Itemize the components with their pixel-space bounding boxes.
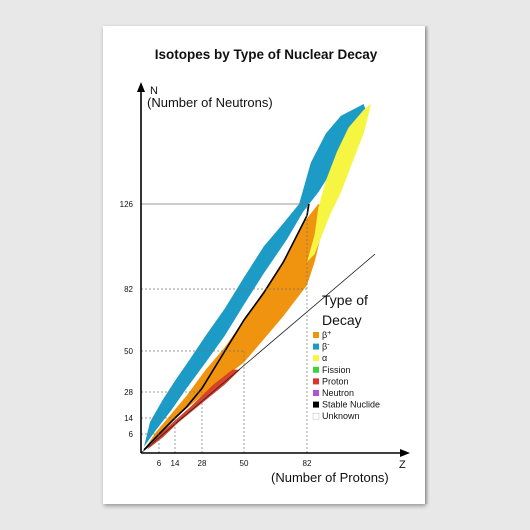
y-tick-126: 126 — [120, 200, 134, 209]
legend-label-1: β- — [322, 342, 330, 352]
y-tick-28: 28 — [124, 388, 133, 397]
stable-nuclide-line — [143, 203, 310, 451]
x-tick-50: 50 — [240, 459, 249, 468]
alpha-region — [307, 104, 372, 262]
beta-minus-region — [144, 104, 368, 447]
legend-swatch-6 — [313, 401, 319, 408]
y-tick-82: 82 — [124, 285, 133, 294]
legend-label-0: β+ — [322, 330, 331, 340]
nuclide-regions — [140, 104, 376, 454]
x-tick-6: 6 — [157, 459, 162, 468]
legend-swatch-7 — [312, 412, 320, 420]
n-equals-z-line — [140, 253, 376, 454]
legend-label-3: Fission — [322, 365, 351, 375]
legend-swatch-2 — [313, 355, 319, 362]
y-axis-arrow — [137, 82, 145, 92]
legend-title-line-2: Decay — [322, 312, 362, 328]
legend-label-4: Proton — [322, 376, 349, 386]
legend-label-6: Stable Nuclide — [322, 400, 380, 410]
x-axis-label: (Number of Protons) — [271, 470, 389, 485]
legend-swatch-5 — [313, 390, 319, 396]
x-tick-28: 28 — [198, 459, 207, 468]
x-axis-letter: Z — [399, 459, 406, 471]
legend-label-7: Unknown — [322, 411, 360, 421]
tick-labels: 6 14 28 50 82 126 6 14 28 50 82 — [120, 200, 312, 468]
chart-title: Isotopes by Type of Nuclear Decay — [155, 47, 378, 62]
legend-swatch-3 — [313, 366, 319, 373]
legend-swatch-1 — [313, 343, 319, 350]
magic-number-gridlines — [141, 203, 308, 453]
legend-swatch-4 — [313, 378, 319, 385]
y-tick-14: 14 — [124, 414, 133, 423]
y-axis-label: (Number of Neutrons) — [147, 95, 273, 110]
y-tick-6: 6 — [129, 430, 134, 439]
x-tick-14: 14 — [171, 459, 180, 468]
legend-label-5: Neutron — [322, 388, 354, 398]
legend-title-line-1: Type of — [322, 292, 368, 308]
axes — [137, 82, 410, 457]
y-tick-50: 50 — [124, 347, 133, 356]
poster-shadow — [425, 26, 429, 504]
proton-region — [147, 369, 241, 450]
y-axis-letter: N — [150, 85, 158, 97]
x-axis-arrow — [400, 449, 410, 457]
beta-plus-region — [144, 204, 326, 450]
legend-swatch-0 — [313, 332, 319, 338]
x-tick-82: 82 — [303, 459, 312, 468]
legend-label-2: α — [322, 353, 327, 363]
